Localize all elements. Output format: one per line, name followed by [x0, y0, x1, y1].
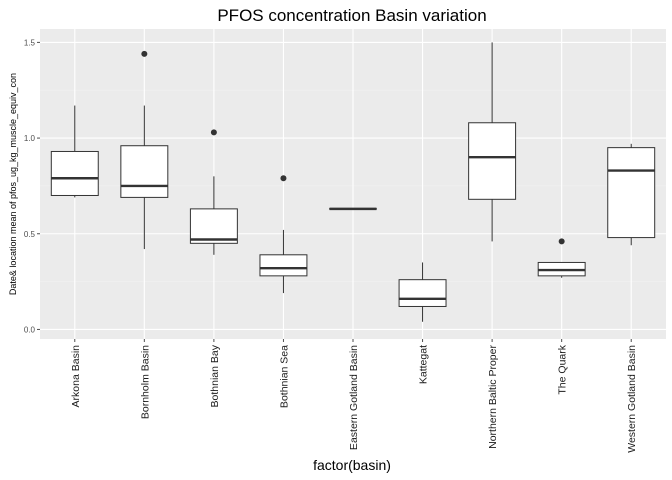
box-body — [50, 150, 99, 196]
x-tick-label: Arkona Basin — [70, 345, 82, 408]
box-body — [259, 254, 308, 277]
box-body — [189, 208, 238, 244]
x-tick-label: Northern Baltic Proper — [487, 345, 499, 449]
box-bothnian-sea — [259, 175, 308, 294]
y-tick-label: 1.5 — [24, 38, 36, 47]
box-bornholm-basin — [120, 50, 169, 250]
box-arkona-basin — [50, 105, 99, 198]
box-body — [607, 147, 656, 239]
x-tick-label: Kattegat — [418, 345, 430, 384]
x-tick-label: Bothnian Sea — [278, 345, 290, 408]
box-body — [120, 145, 169, 198]
x-axis-label: factor(basin) — [313, 457, 391, 473]
y-tick-label: 0.5 — [24, 230, 36, 239]
box-northern-baltic-proper — [468, 42, 517, 242]
outlier-point — [141, 50, 148, 57]
box-western-gotland-basin — [607, 143, 656, 246]
box-body — [398, 279, 447, 307]
y-tick-label: 0.0 — [24, 325, 36, 334]
box-body — [468, 122, 517, 200]
outlier-point — [280, 175, 287, 182]
x-tick-label: Bothnian Bay — [209, 344, 221, 407]
x-axis: Arkona Basin Bornholm Basin Bothnian Bay Bo… — [70, 339, 638, 453]
x-tick-label: The Quark — [557, 344, 569, 394]
outlier-point — [210, 129, 217, 136]
box-kattegat — [398, 262, 447, 322]
chart-title: PFOS concentration Basin variation — [217, 6, 486, 25]
outlier-point — [558, 238, 565, 245]
x-tick-label: Western Gotland Basin — [626, 345, 638, 453]
box-bothnian-bay — [189, 129, 238, 255]
y-axis: 0.0 0.5 1.0 1.5 — [24, 38, 40, 334]
box-the-quark — [537, 238, 586, 278]
boxes — [50, 42, 656, 322]
y-axis-label: Date& location mean of pfos_ug_kg_muscle… — [8, 73, 18, 295]
y-tick-label: 1.0 — [24, 134, 36, 143]
x-tick-label: Bornholm Basin — [139, 345, 151, 419]
x-tick-label: Eastern Gotland Basin — [348, 345, 360, 450]
